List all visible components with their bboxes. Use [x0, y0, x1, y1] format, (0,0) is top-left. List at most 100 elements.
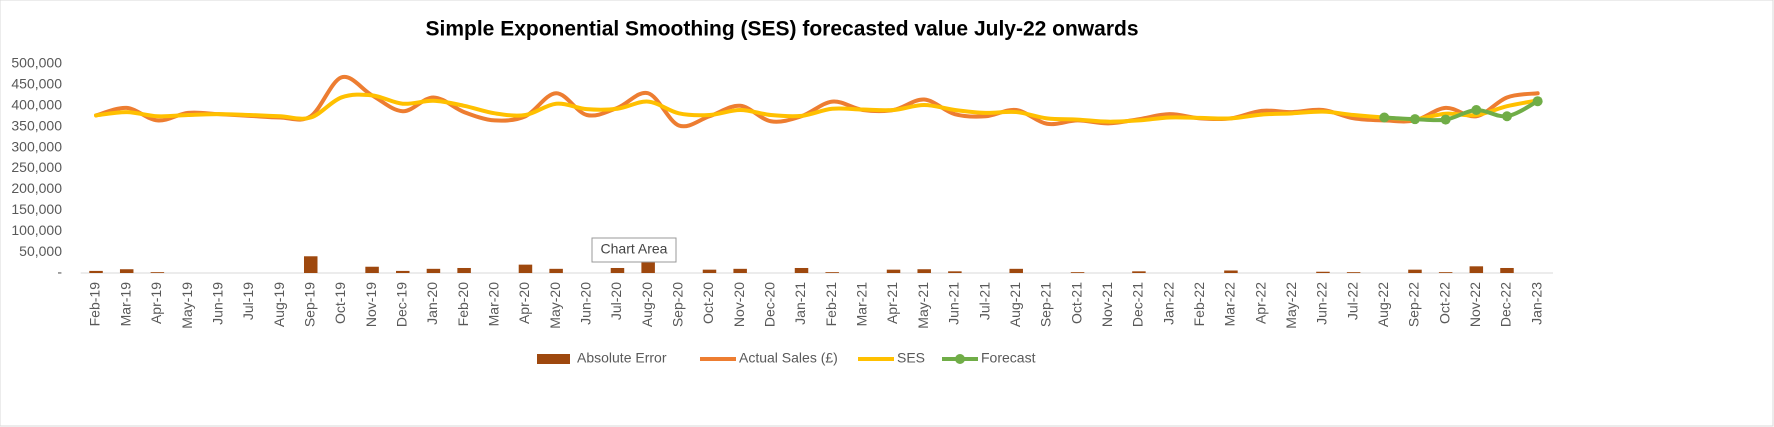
bar [365, 266, 379, 273]
legend-label: SES [897, 350, 925, 366]
bar [396, 270, 410, 273]
bar [150, 272, 165, 273]
bar [917, 269, 931, 273]
x-tick-label: Nov-19 [363, 282, 379, 327]
y-tick-label: 300,000 [11, 138, 62, 154]
tooltip-box [591, 237, 677, 263]
y-tick-label: 250,000 [11, 159, 62, 175]
x-tick-label: Jun-21 [946, 282, 962, 325]
x-tick-label: May-20 [547, 282, 563, 329]
y-tick-label: 50,000 [19, 243, 62, 259]
bar [426, 268, 441, 273]
x-tick-label: Dec-20 [762, 282, 778, 327]
bar [1408, 269, 1422, 273]
x-tick-label: Mar-21 [854, 282, 870, 327]
x-tick-label: Jun-19 [209, 282, 225, 325]
bar [794, 267, 809, 273]
y-tick-label: 200,000 [11, 180, 62, 196]
bar [1009, 268, 1023, 273]
tooltip-text: Chart Area [601, 241, 668, 257]
x-tick-label: Dec-22 [1498, 282, 1514, 327]
bar [1500, 267, 1514, 273]
x-tick-label: Jan-20 [424, 282, 440, 325]
y-tick-label: 400,000 [11, 97, 62, 113]
bar [733, 268, 747, 273]
bar [457, 267, 471, 273]
line [94, 92, 1540, 124]
x-tick-label: Jan-21 [792, 282, 808, 325]
x-tick-label: Nov-22 [1467, 282, 1483, 327]
x-tick-label: Mar-20 [485, 282, 501, 327]
x-tick-label: Feb-21 [823, 282, 839, 327]
bar [1346, 272, 1361, 273]
x-tick-label: Feb-20 [455, 282, 471, 327]
marker [1532, 96, 1543, 107]
bar [1316, 271, 1330, 273]
x-tick-label: Apr-22 [1252, 282, 1268, 324]
marker [1440, 114, 1451, 125]
bar [549, 268, 563, 273]
x-tick-label: Oct-22 [1436, 282, 1452, 324]
x-tick-label: Feb-19 [87, 282, 103, 327]
x-tick-label: Mar-19 [117, 282, 133, 327]
x-tick-label: Aug-21 [1007, 282, 1023, 327]
y-tick-label: 450,000 [11, 76, 62, 92]
legend-swatch [537, 354, 570, 364]
bar [518, 264, 533, 273]
bar [1224, 270, 1238, 273]
bar [610, 267, 625, 273]
y-tick-label: 100,000 [11, 222, 62, 238]
legend-label: Actual Sales (£) [739, 350, 838, 366]
x-tick-label: Mar-22 [1222, 282, 1238, 327]
x-tick-label: Jan-22 [1160, 282, 1176, 325]
x-tick-label: Apr-19 [148, 282, 164, 324]
x-tick-label: Oct-20 [700, 282, 716, 324]
x-tick-label: Jul-22 [1344, 282, 1360, 320]
bar [825, 272, 839, 273]
x-tick-label: Aug-19 [271, 282, 287, 327]
x-tick-label: Oct-19 [332, 282, 348, 324]
x-tick-label: Jul-20 [608, 282, 624, 320]
x-tick-label: Aug-20 [639, 282, 655, 327]
x-tick-label: Jun-22 [1314, 282, 1330, 325]
x-tick-label: Apr-21 [884, 282, 900, 324]
x-tick-label: Feb-22 [1191, 282, 1207, 327]
legend-marker [955, 354, 965, 364]
bar [303, 256, 318, 273]
x-tick-label: Oct-21 [1068, 282, 1084, 324]
x-tick-label: Apr-20 [516, 282, 532, 324]
chart-title: Simple Exponential Smoothing (SES) forec… [426, 18, 1139, 41]
x-tick-label: Jun-20 [578, 282, 594, 325]
marker [1379, 112, 1390, 123]
x-tick-label: Dec-19 [393, 282, 409, 327]
y-tick-label: 500,000 [11, 55, 62, 71]
x-tick-label: Sep-20 [670, 282, 686, 327]
bar [119, 269, 134, 273]
bar [702, 269, 717, 273]
x-tick-label: Jul-19 [240, 282, 256, 320]
bar [1070, 272, 1085, 273]
x-tick-label: May-21 [915, 282, 931, 329]
x-tick-label: Nov-20 [731, 282, 747, 327]
tooltip: Chart Area [591, 237, 677, 263]
x-tick-label: Sep-22 [1406, 282, 1422, 327]
x-tick-label: Jan-23 [1528, 282, 1544, 325]
bar [89, 270, 103, 273]
x-tick-label: Sep-19 [301, 282, 317, 327]
bar [1469, 266, 1484, 273]
marker [1471, 104, 1482, 115]
bar [1438, 272, 1453, 273]
bar [1132, 271, 1146, 273]
x-tick-label: May-19 [179, 282, 195, 329]
y-tick-label: 150,000 [11, 201, 62, 217]
legend-label: Absolute Error [577, 350, 667, 366]
bar [886, 269, 901, 273]
x-tick-label: Jul-21 [976, 282, 992, 320]
y-tick-label: 350,000 [11, 117, 62, 133]
x-tick-label: Dec-21 [1130, 282, 1146, 327]
legend: Absolute Error Actual Sales (£) SES Forecas… [537, 350, 1036, 366]
x-tick-label: Nov-21 [1099, 282, 1115, 327]
